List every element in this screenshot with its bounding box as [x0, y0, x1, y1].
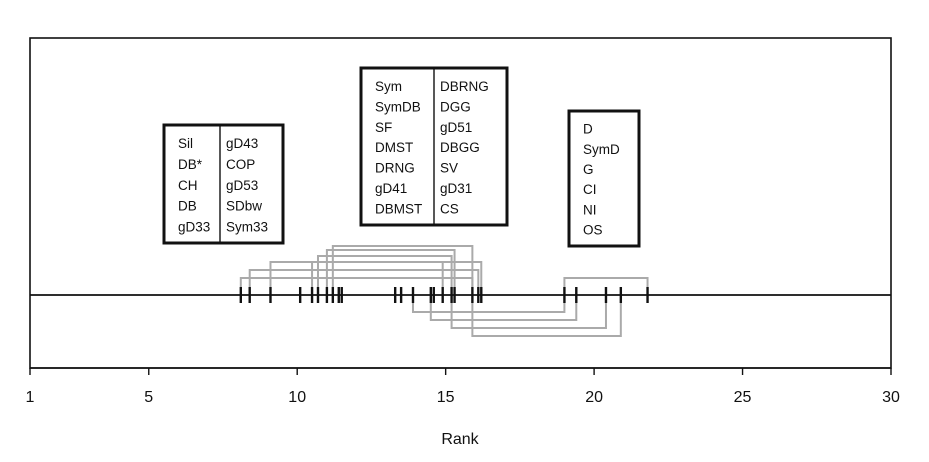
- bracket-below: [411, 303, 566, 313]
- group-item-label: gD51: [440, 120, 472, 135]
- group-item-label: SF: [375, 120, 392, 135]
- group-item-label: DBMST: [375, 202, 422, 217]
- group-item-label: DMST: [375, 140, 413, 155]
- group-box-border: [567, 109, 641, 248]
- group-item-label: SymDB: [375, 99, 421, 114]
- group-item-label: gD41: [375, 181, 407, 196]
- x-tick-label: 20: [585, 389, 603, 406]
- group-item-label: G: [583, 162, 594, 177]
- group-item-label: DBGG: [440, 140, 480, 155]
- group-item-label: SV: [440, 161, 458, 176]
- group-item-label: gD53: [226, 178, 258, 193]
- group-box: D SymD G CI NI OS: [567, 109, 641, 248]
- group-item-label: gD31: [440, 181, 472, 196]
- group-item-label: CS: [440, 202, 459, 217]
- group-item-label: DB*: [178, 157, 203, 172]
- group-box: Sym SymDB SF DMST DRNG gD41 DBMST DBRNG DGG gD51 D…: [359, 66, 509, 227]
- x-tick-label: 25: [734, 389, 752, 406]
- bracket-above: [311, 261, 444, 287]
- bracket-below: [429, 303, 578, 321]
- bracket-below: [450, 303, 607, 329]
- x-axis-title: Rank: [441, 431, 479, 448]
- bracket-above: [239, 277, 474, 287]
- bracket-below: [471, 303, 622, 337]
- group-box-border: [162, 123, 285, 245]
- group-item-label: OS: [583, 223, 603, 238]
- group-item-label: DBRNG: [440, 79, 489, 94]
- bracket-above: [331, 245, 474, 287]
- x-tick-label: 15: [437, 389, 455, 406]
- group-item-label: CI: [583, 182, 597, 197]
- x-tick-label: 10: [288, 389, 306, 406]
- group-item-label: Sym: [375, 79, 402, 94]
- x-tick-label: 5: [144, 389, 153, 406]
- bracket-above: [325, 249, 456, 287]
- group-item-label: gD43: [226, 136, 258, 151]
- bracket-above: [269, 261, 483, 287]
- bracket-above: [316, 255, 453, 287]
- group-item-label: NI: [583, 202, 597, 217]
- group-item-label: CH: [178, 178, 198, 193]
- group-item-label: SymD: [583, 142, 620, 157]
- group-item-label: gD33: [178, 219, 210, 234]
- group-item-label: Sil: [178, 136, 193, 151]
- group-item-label: COP: [226, 157, 255, 172]
- x-tick-label: 1: [26, 389, 35, 406]
- group-item-label: DGG: [440, 99, 471, 114]
- group-item-label: SDbw: [226, 199, 262, 214]
- group-item-label: DB: [178, 199, 197, 214]
- bracket-above: [248, 269, 480, 287]
- group-item-label: DRNG: [375, 161, 415, 176]
- x-tick-label: 30: [882, 389, 900, 406]
- group-item-label: D: [583, 122, 593, 137]
- bracket-above: [563, 277, 649, 287]
- group-item-label: Sym33: [226, 219, 268, 234]
- group-box: Sil DB* CH DB gD33 gD43 COP gD53 SDbw Sym33: [162, 123, 285, 245]
